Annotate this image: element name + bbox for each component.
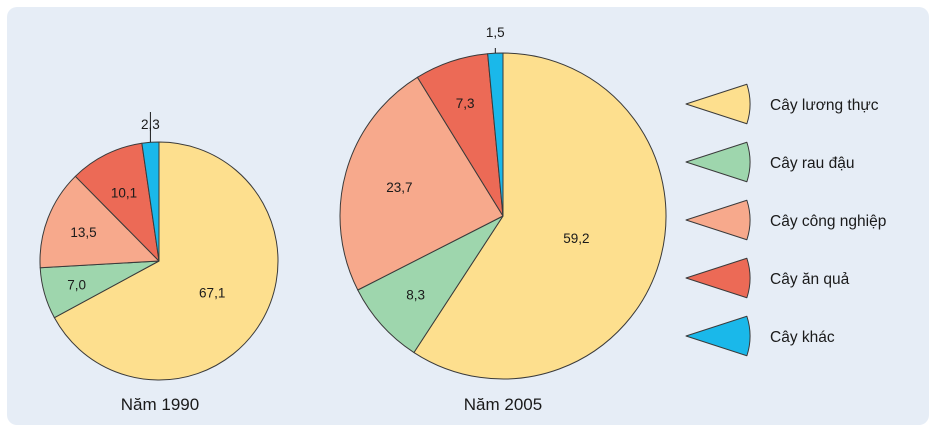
pie-1990-value-label-1: 7,0 (67, 277, 86, 292)
legend-label-2: Cây công nghiệp (770, 213, 886, 230)
legend-label-4: Cây khác (770, 329, 835, 346)
legend-label-3: Cây ăn quả (770, 271, 850, 288)
pie-2005-value-label-4: 1,5 (486, 25, 505, 40)
pie-2005-value-label-3: 7,3 (456, 96, 475, 111)
legend-label-1: Cây rau đậu (770, 155, 854, 172)
pie-1990-value-label-3: 10,1 (111, 186, 137, 201)
legend-swatch-2 (685, 199, 751, 241)
pie-1990-value-label-2: 13,5 (70, 225, 96, 240)
pie-2005: 59,2 8,3 23,7 7,3 1,5 (339, 25, 667, 380)
pie-1990-value-label-4: 2,3 (141, 117, 160, 132)
legend-swatch-0 (685, 83, 751, 125)
pie-1990-value-label-0: 67,1 (199, 286, 225, 301)
legend-label-0: Cây lương thực (770, 97, 879, 114)
pie-1990-slice-3 (74, 142, 160, 262)
pie-1990: 67,1 7,0 13,5 10,1 2,3 (39, 112, 279, 381)
legend-swatch-4 (685, 315, 751, 357)
legend: Cây lương thực Cây rau đậu Cây công nghiệp… (685, 83, 886, 357)
pie-2005-value-label-1: 8,3 (406, 287, 425, 302)
pie-2005-value-label-2: 23,7 (386, 180, 412, 195)
legend-swatch-1 (685, 141, 751, 183)
pie-2005-value-label-0: 59,2 (563, 231, 589, 246)
pie-2005-slice-2 (339, 76, 504, 291)
pie-2005-caption: Năm 2005 (464, 395, 542, 414)
pie-1990-slice-2 (39, 175, 160, 269)
pie-1990-caption: Năm 1990 (121, 395, 199, 414)
pie-1990-slice-0 (53, 141, 279, 381)
pie-2005-slice-0 (413, 52, 667, 380)
pie-1990-slice-4 (141, 141, 160, 262)
legend-swatch-3 (685, 257, 751, 299)
